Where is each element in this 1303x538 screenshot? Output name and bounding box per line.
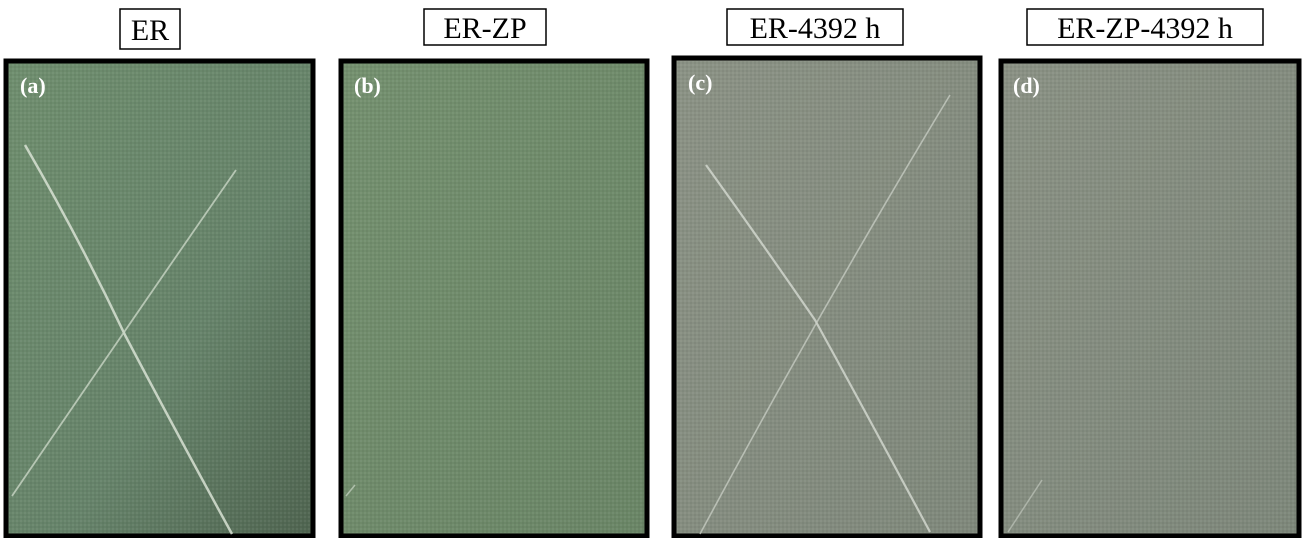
panel: ER (a) [6, 9, 313, 536]
figure: ER (a) ER-ZP (b) ER-4392 h (c) ER-ZP-439… [0, 0, 1303, 538]
panel-label: (a) [20, 73, 46, 98]
texture [9, 64, 310, 533]
panel-title: ER-4392 h [750, 12, 881, 45]
panel-label: (d) [1013, 73, 1040, 98]
panel-title: ER-ZP-4392 h [1057, 12, 1233, 45]
page: ER (a) ER-ZP (b) ER-4392 h (c) ER-ZP-439… [0, 0, 1303, 538]
texture [1004, 64, 1296, 533]
panel-label: (b) [354, 73, 381, 98]
panel-title: ER [131, 14, 169, 47]
panel-label: (c) [688, 70, 712, 95]
texture [344, 64, 644, 533]
panel: ER-4392 h (c) [674, 9, 980, 536]
panel-title: ER-ZP [443, 12, 526, 45]
panel: ER-ZP-4392 h (d) [1001, 9, 1299, 536]
texture [677, 61, 977, 533]
panel: ER-ZP (b) [341, 9, 647, 536]
